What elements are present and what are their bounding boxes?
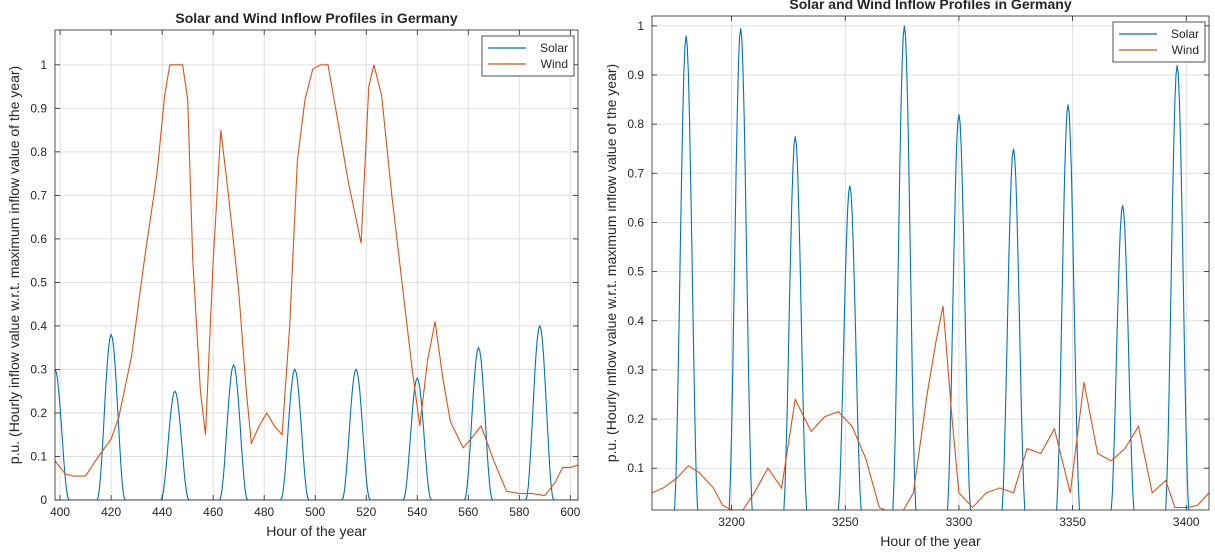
y-tick-label: 0.5	[627, 265, 644, 279]
y-tick-label: 0.9	[30, 101, 47, 115]
series-line-solar	[55, 324, 578, 500]
series-line-wind	[55, 64, 578, 497]
y-tick-label: 0.2	[30, 406, 47, 420]
x-tick-label: 540	[407, 505, 427, 519]
series-line-solar	[673, 25, 1190, 510]
y-tick-label: 0.9	[627, 68, 644, 82]
y-tick-label: 0.7	[627, 166, 644, 180]
y-tick-label: 0	[40, 493, 47, 507]
legend-box	[481, 35, 575, 77]
y-tick-label: 0.4	[627, 314, 644, 328]
legend-label-wind: Wind	[541, 57, 568, 71]
y-axis-label: p.u. (Hourly inflow value w.r.t. maximum…	[6, 66, 22, 464]
x-tick-label: 580	[509, 505, 529, 519]
legend-label-wind: Wind	[1172, 43, 1199, 57]
x-tick-label: 500	[305, 505, 325, 519]
legend: Solar Wind	[481, 35, 575, 77]
axes-box	[651, 15, 1210, 511]
y-tick-label: 1	[637, 19, 644, 33]
y-tick-label: 0.8	[30, 145, 47, 159]
left-chart: 400 420 440 460 480 500 520 540 560 580 600 0 0.1 0.2…	[6, 10, 581, 539]
x-tick-label: 400	[50, 505, 70, 519]
y-tick-label: 0.3	[627, 363, 644, 377]
x-tick-label: 3250	[832, 515, 859, 529]
y-tick-label: 0.6	[30, 232, 47, 246]
y-axis-label: p.u. (Hourly inflow value w.r.t. maximum…	[607, 64, 619, 462]
plot-area	[55, 30, 578, 500]
x-tick-label: 440	[152, 505, 172, 519]
y-tick-label: 0.3	[30, 362, 47, 376]
chart-title: Solar and Wind Inflow Profiles in German…	[789, 0, 1071, 12]
x-axis-label: Hour of the year	[266, 523, 367, 539]
x-axis-label: Hour of the year	[880, 533, 981, 549]
y-tick-label: 0.2	[627, 412, 644, 426]
x-tick-label: 3400	[1173, 515, 1200, 529]
legend-box	[1112, 21, 1206, 63]
y-tick-label: 0.6	[627, 215, 644, 229]
y-tick-label: 1	[40, 58, 47, 72]
legend-label-solar: Solar	[1171, 27, 1199, 41]
x-tick-label: 520	[356, 505, 376, 519]
x-tick-label: 460	[203, 505, 223, 519]
y-tick-label: 0.4	[30, 319, 47, 333]
x-tick-label: 560	[458, 505, 478, 519]
series-line-wind	[652, 305, 1209, 510]
x-tick-label: 3350	[1059, 515, 1086, 529]
y-tick-label: 0.1	[30, 449, 47, 463]
axes-box	[54, 29, 579, 501]
x-tick-label: 600	[560, 505, 580, 519]
chart-title: Solar and Wind Inflow Profiles in German…	[175, 10, 457, 26]
plot-area	[652, 16, 1209, 510]
y-tick-label: 0.1	[627, 461, 644, 475]
x-tick-label: 480	[254, 505, 274, 519]
legend: Solar Wind	[1112, 21, 1206, 63]
x-tick-label: 3300	[946, 515, 973, 529]
y-tick-label: 0.8	[627, 117, 644, 131]
y-tick-label: 0.7	[30, 188, 47, 202]
x-tick-label: 3200	[718, 515, 745, 529]
y-tick-label: 0.5	[30, 275, 47, 289]
right-chart: 3200 3250 3300 3350 3400 0.1 0.2 0.3 0.4 0.5 0.6 0.…	[607, 0, 1210, 549]
x-tick-label: 420	[101, 505, 121, 519]
legend-label-solar: Solar	[540, 41, 568, 55]
